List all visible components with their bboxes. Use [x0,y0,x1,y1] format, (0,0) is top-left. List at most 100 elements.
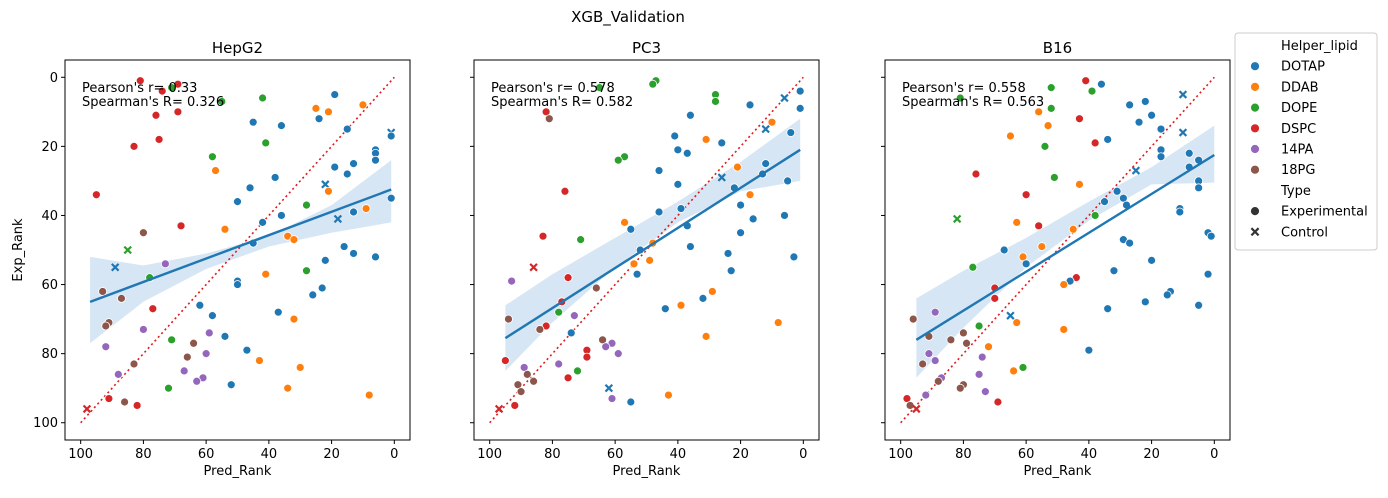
data-point [654,166,664,175]
x-tick-label: 0 [390,447,398,462]
data-point [1103,135,1113,144]
correlation-annotation: Spearman's R= 0.326 [82,95,224,110]
data-point [135,76,145,86]
y-tick-label: 40 [41,209,58,224]
data-point [984,342,993,352]
control-point [717,173,726,182]
data-point [295,363,305,372]
data-point [516,387,526,397]
data-point [139,325,148,334]
data-point [736,200,745,210]
control-point [761,124,770,134]
data-point [1140,297,1150,307]
data-point [101,321,111,331]
data-point [905,401,915,410]
x-axis-label: Pred_Rank [1024,464,1092,479]
data-point [736,228,745,238]
data-point [1125,238,1135,248]
data-point [1034,221,1044,231]
data-point [349,249,358,258]
correlation-annotation: Spearman's R= 0.582 [491,95,633,110]
data-point [538,231,548,241]
data-point [686,110,695,120]
data-point [364,390,374,400]
data-point [317,283,327,293]
data-point [654,207,664,217]
data-point [632,269,642,279]
data-point [620,217,629,227]
data-point [167,83,177,93]
x-tick-label: 60 [607,447,624,462]
data-point [1021,259,1031,269]
legend-label-18pg: 18PG [1281,163,1315,178]
data-point [386,131,396,141]
data-point [626,224,636,234]
data-point [148,304,158,314]
data-point [302,266,311,276]
x-tick-label: 100 [68,447,93,462]
data-point [1103,304,1113,314]
data-point [1037,242,1047,251]
data-point [1109,266,1119,276]
data-point [192,376,202,386]
legend-swatch-dotap [1250,61,1260,72]
data-point [510,401,520,410]
data-point [371,155,380,165]
data-point [767,117,777,127]
legend-swatch-ddab [1250,82,1260,92]
data-point [789,252,799,262]
x-tick-label: 20 [323,447,340,462]
data-point [113,369,123,379]
data-point [507,276,517,286]
data-point [208,152,217,162]
data-point [182,352,192,362]
x-axis-label: Pred_Rank [613,464,681,479]
x-tick-label: 100 [888,447,913,462]
data-point [795,103,805,113]
data-point [211,166,220,175]
data-point [999,245,1009,255]
data-point [670,131,680,141]
data-point [173,107,183,117]
data-point [1046,103,1056,113]
data-point [289,235,299,245]
legend-marker-control [1250,227,1260,237]
axes-frame [64,59,411,441]
data-point [918,359,928,369]
control-point [1178,128,1188,137]
data-point [773,318,783,327]
data-point [1040,141,1050,151]
data-point [1043,121,1053,131]
data-point [990,293,1000,303]
data-point [1175,207,1185,217]
data-point [974,369,984,379]
x-tick-label: 20 [1143,447,1160,462]
data-point [563,373,573,383]
data-point [780,211,789,220]
data-point [504,314,513,324]
legend-swatch-18pg [1250,164,1260,175]
data-point [629,259,639,269]
data-point [664,390,673,400]
data-point [1068,224,1078,234]
data-point [607,394,617,403]
x-axis-label: Pred_Rank [204,464,272,479]
data-point [591,283,601,293]
panel-title: B16 [1043,39,1072,57]
data-point [361,204,371,213]
data-point [1184,148,1194,158]
data-point [1156,152,1166,162]
data-point [160,259,170,269]
control-point [1178,90,1188,99]
confidence-band [505,118,801,371]
data-point [226,380,236,390]
regression-line [504,148,801,340]
x-tick-label: 20 [732,447,749,462]
data-point [980,387,990,397]
figure-suptitle: XGB_Validation [571,8,685,27]
x-tick-label: 80 [544,447,561,462]
data-point [1059,325,1069,334]
data-point [330,162,340,172]
y-axis-label: Exp_Rank [11,218,26,282]
legend-label-dspc: DSPC [1281,122,1316,137]
